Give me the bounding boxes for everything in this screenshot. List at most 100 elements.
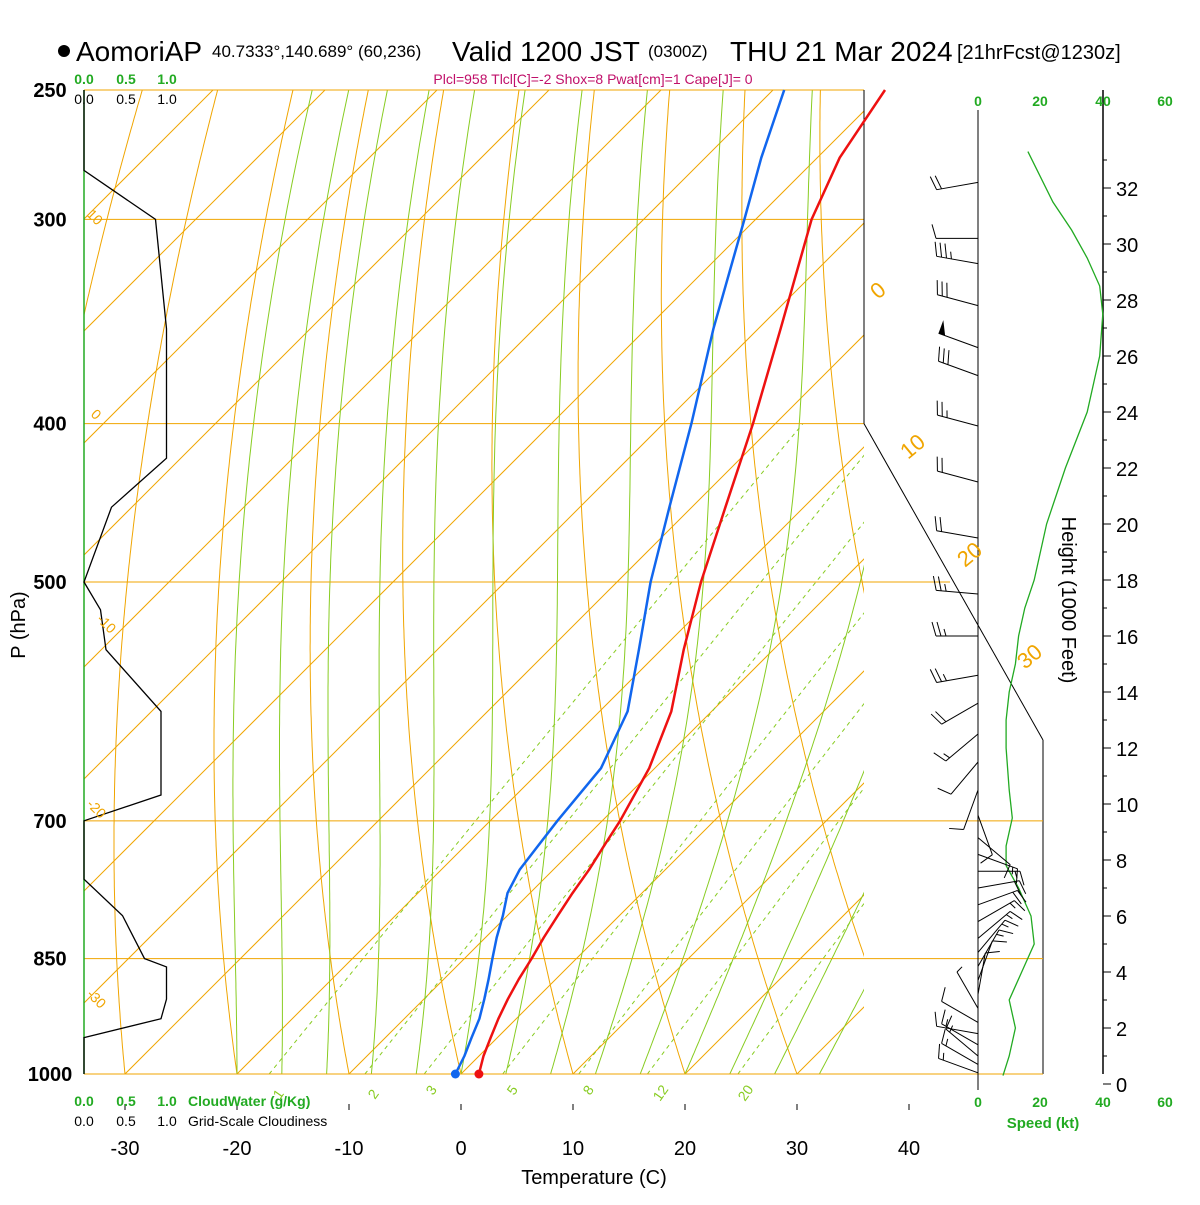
wind-barb-full bbox=[945, 244, 947, 258]
cloudwater-label: CloudWater (g/Kg) bbox=[188, 1093, 310, 1109]
pressure-tick-label: 400 bbox=[33, 414, 66, 436]
mixing-ratio-label: 20 bbox=[734, 1082, 756, 1104]
theta-label: 0 bbox=[865, 277, 890, 304]
wind-barb-staff bbox=[937, 295, 978, 306]
temperature-tick-label: -30 bbox=[111, 1138, 140, 1160]
height-tick-label: 16 bbox=[1116, 627, 1138, 649]
speed-tick-top-1: 20 bbox=[1032, 93, 1048, 109]
valid-time: Valid 1200 JST bbox=[452, 36, 640, 67]
height-tick-label: 4 bbox=[1116, 963, 1127, 985]
pressure-tick-label: 500 bbox=[33, 572, 66, 594]
wind-barb-staff bbox=[964, 790, 978, 829]
wind-barb-staff bbox=[978, 941, 992, 980]
wind-barb bbox=[937, 401, 978, 426]
wind-barb-half bbox=[1002, 924, 1009, 927]
mixing-ratio-line bbox=[579, 424, 1083, 1074]
temperature-surface-dot bbox=[474, 1070, 483, 1079]
wind-barb-staff bbox=[936, 590, 978, 594]
cloudwater-tick-bottom-1: 0.5 bbox=[116, 1093, 136, 1109]
theta-label: 10 bbox=[895, 429, 930, 464]
wind-barb-staff bbox=[978, 901, 1014, 922]
temperature-tick-label: 10 bbox=[562, 1138, 584, 1160]
station-dot-icon bbox=[58, 45, 70, 57]
wind-barb-full bbox=[999, 930, 1013, 934]
wind-barb bbox=[978, 838, 1010, 878]
cloudiness-tick-bottom-1: 0.5 bbox=[116, 1113, 136, 1129]
wind-barb bbox=[942, 987, 978, 1022]
mixing-ratio-line bbox=[269, 424, 803, 1074]
cloudwater-tick-bottom-0: 0.0 bbox=[74, 1093, 94, 1109]
forecast-hour: [21hrFcst@1230z] bbox=[957, 42, 1121, 64]
pressure-tick-label: 850 bbox=[33, 949, 66, 971]
wind-barb-full bbox=[948, 350, 949, 365]
wind-barb-full bbox=[938, 788, 951, 794]
height-tick-label: 10 bbox=[1116, 795, 1138, 817]
wind-barb-full bbox=[942, 1029, 946, 1043]
wind-barb-staff bbox=[937, 471, 978, 482]
height-tick-label: 20 bbox=[1116, 515, 1138, 537]
wind-barb-full bbox=[935, 176, 941, 189]
pressure-tick-label: 1000 bbox=[28, 1064, 73, 1086]
theta-label: 20 bbox=[952, 537, 987, 572]
wind-barb bbox=[930, 669, 978, 683]
temperature-tick-label: -20 bbox=[223, 1138, 252, 1160]
speed-profile-line bbox=[1003, 152, 1103, 1076]
wind-barb-full bbox=[935, 516, 937, 530]
height-tick-label: 32 bbox=[1116, 179, 1138, 201]
isotherm-line bbox=[909, 90, 1200, 1074]
wind-barb-half bbox=[943, 1053, 944, 1060]
speed-tick-bottom-3: 60 bbox=[1157, 1094, 1173, 1110]
cloudiness-tick-top-2: 1.0 bbox=[157, 91, 177, 107]
wind-barb bbox=[978, 920, 1018, 952]
cloudwater-tick-top-0: 0.0 bbox=[74, 71, 94, 87]
height-tick-label: 0 bbox=[1116, 1075, 1127, 1097]
wind-barb bbox=[978, 952, 1000, 995]
wind-barb-full bbox=[930, 177, 936, 190]
station-name: AomoriAP bbox=[76, 36, 202, 67]
wind-barb-full bbox=[939, 347, 940, 362]
height-tick-label: 2 bbox=[1116, 1019, 1127, 1041]
wind-barb-pennant bbox=[939, 320, 946, 336]
wind-barb-full bbox=[992, 941, 1007, 942]
wind-barb bbox=[931, 703, 978, 724]
speed-tick-top-0: 0 bbox=[974, 93, 982, 109]
temperature-tick-label: -10 bbox=[335, 1138, 364, 1160]
wind-barb-staff bbox=[937, 182, 978, 189]
wind-barb-staff bbox=[937, 415, 978, 426]
height-tick-label: 24 bbox=[1116, 403, 1138, 425]
speed-tick-bottom-0: 0 bbox=[974, 1094, 982, 1110]
wind-barb-staff bbox=[946, 734, 978, 761]
wind-barb-full bbox=[935, 242, 937, 256]
wind-barb-half bbox=[1010, 903, 1015, 908]
wind-barb-staff bbox=[942, 703, 978, 724]
wind-barb-half bbox=[943, 674, 946, 681]
wind-barb-staff bbox=[937, 675, 978, 682]
wind-barb bbox=[978, 890, 1026, 904]
wind-barb bbox=[939, 347, 978, 376]
wind-barb bbox=[934, 734, 978, 761]
grid-layer bbox=[0, 90, 1200, 1074]
wind-barb-full bbox=[933, 576, 936, 590]
height-tick-label: 22 bbox=[1116, 459, 1138, 481]
wind-barb-half bbox=[997, 934, 1004, 936]
wind-barb-full bbox=[935, 1012, 937, 1026]
wind-barb-half bbox=[944, 629, 946, 636]
wind-barb-full bbox=[943, 348, 944, 363]
mixing-ratio-label: 2 bbox=[364, 1086, 382, 1102]
height-axis-title: Height (1000 Feet) bbox=[1057, 517, 1079, 684]
wind-barb-staff bbox=[978, 920, 1005, 952]
y-axis-title: P (hPa) bbox=[8, 591, 30, 658]
wind-barb-full bbox=[939, 1044, 940, 1059]
wind-barb bbox=[935, 516, 978, 538]
temperature-tick-label: 30 bbox=[786, 1138, 808, 1160]
isotherm-label: -20 bbox=[84, 796, 110, 822]
wind-barb-staff bbox=[937, 256, 978, 263]
height-tick-label: 8 bbox=[1116, 851, 1127, 873]
wind-barb-staff bbox=[937, 531, 978, 538]
height-tick-label: 12 bbox=[1116, 739, 1138, 761]
wind-barb bbox=[939, 320, 978, 348]
wind-barb bbox=[935, 242, 978, 264]
isotherm-label: -10 bbox=[94, 611, 120, 637]
cloudwater-tick-bottom-2: 1.0 bbox=[157, 1093, 177, 1109]
wind-barb-half bbox=[951, 252, 952, 259]
